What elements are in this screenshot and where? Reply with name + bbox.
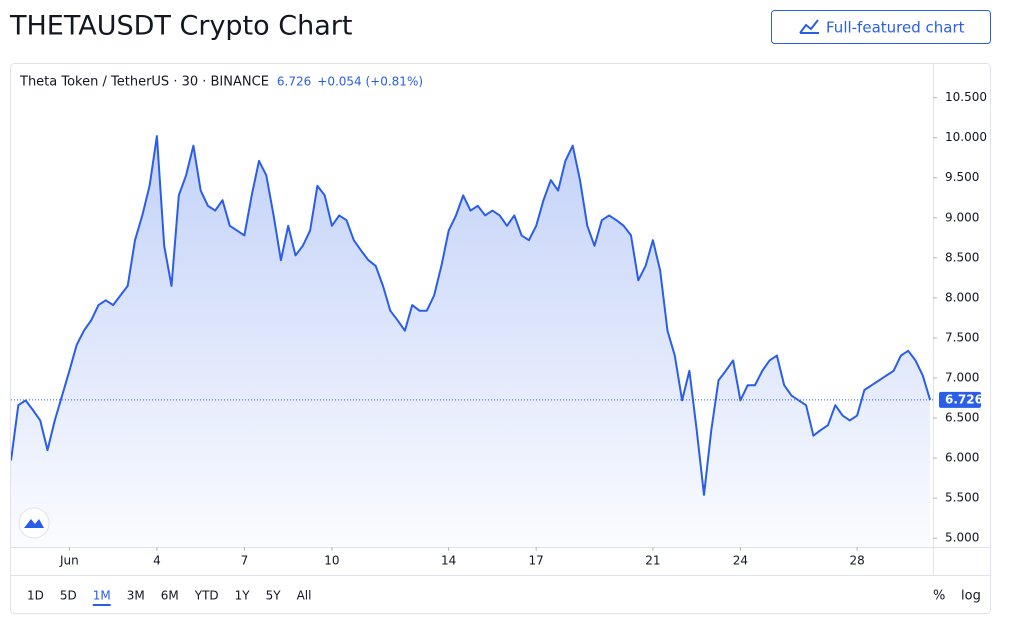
button-frame[interactable] bbox=[771, 10, 991, 44]
full-chart-button[interactable]: Full-featured chart bbox=[771, 10, 991, 44]
button-icon[interactable] bbox=[799, 19, 819, 34]
range-button[interactable]: 1D bbox=[27, 589, 44, 603]
y-tick-label: 5.500 bbox=[945, 491, 979, 505]
x-tick-label: Jun bbox=[59, 554, 79, 568]
scale-button[interactable]: % bbox=[933, 589, 945, 604]
y-tick-label: 6.000 bbox=[945, 451, 979, 465]
range-button[interactable]: 5D bbox=[60, 589, 77, 603]
price-line bbox=[11, 135, 932, 496]
y-tick-label: 7.500 bbox=[945, 330, 979, 344]
y-tick-label: 7.000 bbox=[945, 370, 979, 384]
range-button[interactable]: 3M bbox=[127, 589, 145, 603]
x-tick-label: 28 bbox=[849, 554, 864, 568]
y-tick-label: 8.500 bbox=[945, 250, 979, 264]
logo-mark bbox=[24, 519, 44, 528]
range-button[interactable]: 6M bbox=[161, 589, 179, 603]
header: Theta Token / TetherUS · 30 · BINANCE bbox=[19, 75, 269, 90]
last-price-box bbox=[939, 391, 981, 408]
y-tick-label: 10.000 bbox=[945, 130, 987, 144]
x-tick-label: 21 bbox=[645, 554, 660, 568]
range-button[interactable]: All bbox=[297, 589, 312, 603]
x-tick-label: 17 bbox=[529, 554, 544, 568]
range-button[interactable]: 5Y bbox=[266, 589, 282, 603]
range-button[interactable]: YTD bbox=[194, 589, 219, 603]
scale-button[interactable]: log bbox=[961, 589, 981, 604]
y-tick-label: 8.000 bbox=[945, 290, 979, 304]
header-price: 6.726 bbox=[277, 75, 311, 89]
page-title: THETAUSDT Crypto Chart bbox=[9, 11, 352, 42]
button-label[interactable]: Full-featured chart bbox=[826, 19, 965, 37]
logo bbox=[18, 507, 50, 539]
y-tick-label: 9.500 bbox=[945, 170, 979, 184]
y-tick-label: 10.500 bbox=[945, 90, 987, 104]
range-button[interactable]: 1M bbox=[93, 589, 111, 603]
range-button[interactable]: 1Y bbox=[235, 589, 251, 603]
header-change: +0.054 (+0.81%) bbox=[317, 75, 423, 89]
x-tick-label: 14 bbox=[441, 554, 456, 568]
x-tick-label: 7 bbox=[241, 554, 249, 568]
x-tick-label: 4 bbox=[153, 554, 161, 568]
last-price-label: 6.726 bbox=[945, 392, 983, 406]
x-tick-label: 10 bbox=[324, 554, 339, 568]
y-tick-label: 5.000 bbox=[945, 531, 979, 545]
y-tick-label: 9.000 bbox=[945, 210, 979, 224]
symbol: Theta Token / TetherUS · 30 · BINANCE bbox=[19, 75, 269, 90]
x-tick-label: 24 bbox=[733, 554, 748, 568]
y-tick-label: 6.500 bbox=[945, 411, 979, 425]
plot bbox=[11, 135, 932, 547]
area bbox=[11, 136, 931, 547]
